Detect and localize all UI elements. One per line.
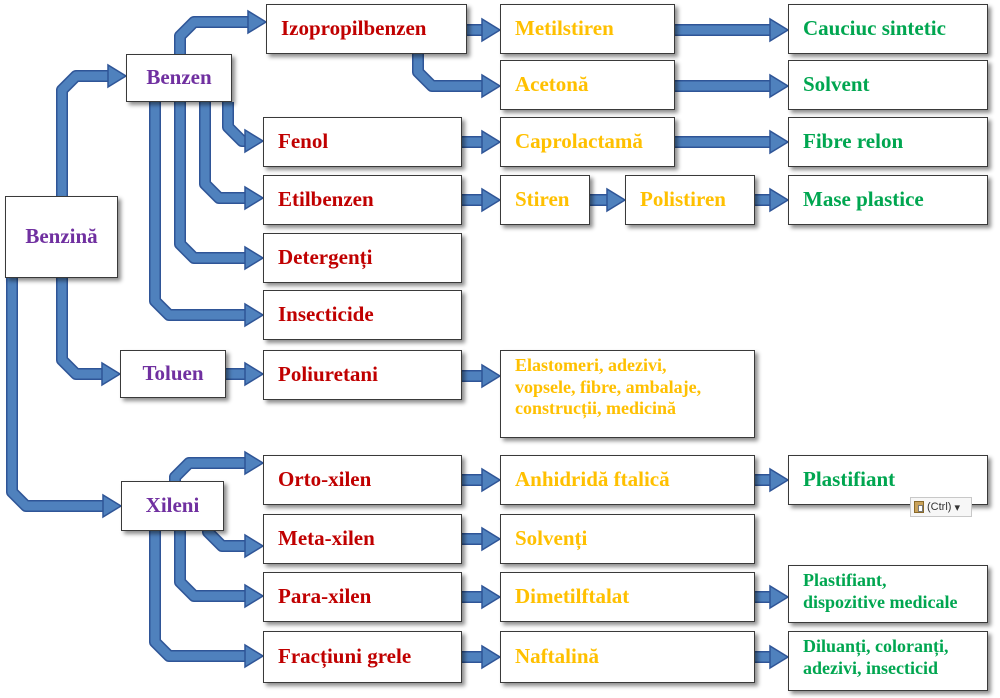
arrow-benzen-etilbenzen bbox=[200, 102, 245, 203]
node-detergenti: Detergenți bbox=[263, 233, 462, 283]
arrow-polistiren-mase-head bbox=[769, 187, 790, 213]
arrow-benzen-izopropil-head bbox=[247, 9, 268, 35]
node-toluen: Toluen bbox=[120, 350, 226, 398]
node-benzen: Benzen bbox=[126, 54, 232, 102]
node-fenol: Fenol bbox=[263, 117, 462, 167]
node-para-xilen: Para-xilen bbox=[263, 572, 462, 622]
arrow-benzen-insecticide bbox=[150, 102, 245, 320]
arrow-dimetilftalat-plastifiant-head bbox=[769, 584, 790, 610]
arrow-xileni-fractiuni-head bbox=[244, 643, 265, 669]
arrow-xileni-para-head bbox=[244, 583, 265, 609]
arrow-benzen-insecticide-head bbox=[244, 302, 265, 328]
arrow-benzen-detergenti-outline bbox=[174, 102, 245, 264]
arrow-benzen-fenol-head bbox=[244, 128, 265, 154]
node-acetona: Acetonă bbox=[500, 60, 675, 110]
arrow-anhidrida-plastifiant-head bbox=[769, 467, 790, 493]
arrow-benzina-toluen bbox=[57, 278, 102, 379]
clipboard-icon bbox=[914, 501, 924, 513]
node-benzina: Benzină bbox=[5, 196, 118, 278]
arrow-caprolactama-fibre-head bbox=[769, 129, 790, 155]
arrow-acetona-solvent-head bbox=[769, 73, 790, 99]
arrow-metilstiren-cauciuc-head bbox=[769, 17, 790, 43]
arrow-xileni-orto bbox=[170, 458, 245, 482]
node-caprolactama: Caprolactamă bbox=[500, 117, 675, 167]
node-fibre-relon: Fibre relon bbox=[788, 117, 988, 167]
node-insecticide: Insecticide bbox=[263, 290, 462, 340]
node-diluanti: Diluanți, coloranți, adezivi, insecticid bbox=[788, 631, 988, 691]
arrow-benzina-toluen-head bbox=[101, 361, 122, 387]
arrow-naftalina-diluanti-head bbox=[769, 644, 790, 670]
node-cauciuc-sintetic: Cauciuc sintetic bbox=[788, 4, 988, 54]
arrow-benzen-detergenti bbox=[175, 102, 245, 263]
node-meta-xilen: Meta-xilen bbox=[263, 514, 462, 564]
node-fractiuni-grele: Fracțiuni grele bbox=[263, 631, 462, 683]
arrow-stiren-polistiren-head bbox=[606, 187, 627, 213]
node-plastifiant-medical: Plastifiant, dispozitive medicale bbox=[788, 565, 988, 623]
arrow-para-dimetilftalat-head bbox=[481, 584, 502, 610]
arrow-xileni-meta-head bbox=[244, 533, 265, 559]
arrow-izopropil-metilstiren-head bbox=[481, 17, 502, 43]
arrow-benzina-benzen-head bbox=[107, 63, 128, 89]
arrow-izopropil-acetona-head bbox=[481, 73, 502, 99]
node-izopropilbenzen: Izopropilbenzen bbox=[266, 4, 467, 54]
node-naftalina: Naftalină bbox=[500, 631, 755, 683]
node-poliuretani-uses: Elastomeri, adezivi, vopsele, fibre, amb… bbox=[500, 350, 755, 438]
node-metilstiren: Metilstiren bbox=[500, 4, 675, 54]
arrow-fractiuni-naftalina-head bbox=[481, 644, 502, 670]
arrow-benzen-izopropil bbox=[175, 17, 248, 54]
node-etilbenzen: Etilbenzen bbox=[263, 175, 462, 225]
node-plastifiant: Plastifiant bbox=[788, 455, 988, 505]
arrow-benzina-toluen-outline bbox=[56, 278, 102, 380]
arrow-fenol-caprolactama-head bbox=[481, 129, 502, 155]
dropdown-arrow-icon: ▾ bbox=[954, 501, 960, 514]
arrow-xileni-orto-head bbox=[244, 450, 265, 476]
node-orto-xilen: Orto-xilen bbox=[263, 455, 462, 505]
node-dimetilftalat: Dimetilftalat bbox=[500, 572, 755, 622]
arrow-xileni-para bbox=[175, 531, 245, 601]
arrow-etilbenzen-stiren-head bbox=[481, 187, 502, 213]
arrow-orto-anhidrida-head bbox=[481, 467, 502, 493]
node-solventi: Solvenți bbox=[500, 514, 755, 564]
node-polistiren: Polistiren bbox=[625, 175, 755, 225]
node-poliuretani: Poliuretani bbox=[263, 350, 462, 400]
paste-options-button[interactable]: (Ctrl) ▾ bbox=[910, 497, 972, 517]
arrow-meta-solventi-head bbox=[481, 526, 502, 552]
arrow-xileni-meta bbox=[203, 527, 245, 551]
node-anhidrida-ftalica: Anhidridă ftalică bbox=[500, 455, 755, 505]
arrow-benzen-etilbenzen-head bbox=[244, 185, 265, 211]
arrow-xileni-fractiuni bbox=[150, 531, 245, 661]
arrow-benzen-fenol bbox=[223, 102, 247, 146]
arrow-benzina-xileni-head bbox=[102, 493, 123, 519]
node-stiren: Stiren bbox=[500, 175, 590, 225]
arrow-izopropil-acetona bbox=[413, 54, 482, 91]
arrow-poliuretani-uses-head bbox=[481, 363, 502, 389]
arrow-toluen-poliuretani-head bbox=[244, 361, 265, 387]
node-mase-plastice: Mase plastice bbox=[788, 175, 988, 225]
arrow-benzina-benzen bbox=[57, 71, 108, 196]
arrow-benzina-xileni bbox=[7, 278, 103, 511]
node-xileni: Xileni bbox=[121, 481, 224, 531]
arrow-benzina-benzen-outline bbox=[56, 70, 108, 196]
node-solvent: Solvent bbox=[788, 60, 988, 110]
arrow-benzen-detergenti-head bbox=[244, 245, 265, 271]
